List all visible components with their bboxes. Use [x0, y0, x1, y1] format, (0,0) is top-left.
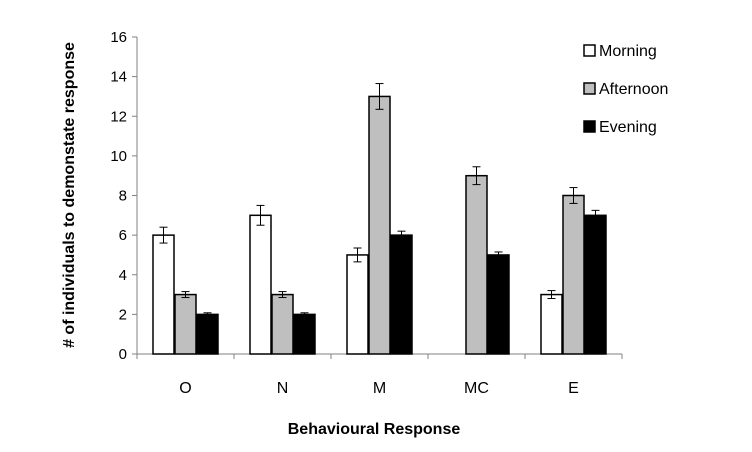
- labels: # of individuals to demonstate response …: [61, 29, 579, 438]
- bar-afternoon: [271, 293, 294, 355]
- bar-evening: [584, 214, 607, 355]
- bar-morning: [540, 293, 563, 355]
- legend-swatch-evening: [583, 120, 596, 133]
- bar-evening: [293, 313, 316, 355]
- bar-morning: [152, 234, 175, 355]
- bars: [152, 83, 607, 355]
- y-tick-label: 16: [110, 29, 127, 46]
- bar-morning: [249, 214, 272, 355]
- bar-evening: [196, 313, 219, 355]
- x-category-label: N: [277, 380, 289, 397]
- y-tick-label: 8: [119, 188, 127, 205]
- y-tick-label: 12: [110, 108, 127, 125]
- bar-afternoon: [368, 95, 391, 355]
- y-axis-title: # of individuals to demonstate response: [61, 42, 78, 348]
- x-category-label: M: [373, 380, 386, 397]
- y-tick-label: 2: [119, 306, 127, 323]
- legend-swatch-afternoon: [583, 82, 596, 95]
- legend: Morning Afternoon Evening: [583, 43, 668, 136]
- legend-label-afternoon: Afternoon: [599, 81, 668, 98]
- bar-morning: [346, 254, 369, 355]
- bar-afternoon: [562, 194, 585, 355]
- y-tick-label: 14: [110, 69, 127, 86]
- x-category-label: E: [568, 380, 579, 397]
- y-tick-label: 0: [119, 346, 127, 363]
- x-category-label: O: [179, 380, 191, 397]
- legend-label-evening: Evening: [599, 119, 657, 136]
- y-tick-label: 6: [119, 227, 127, 244]
- y-tick-label: 10: [110, 148, 127, 165]
- legend-swatch-morning: [583, 44, 596, 57]
- legend-label-morning: Morning: [599, 43, 657, 60]
- bar-evening: [487, 254, 510, 355]
- x-axis-title: Behavioural Response: [288, 421, 461, 438]
- y-tick-label: 4: [119, 267, 127, 284]
- x-category-label: MC: [464, 380, 489, 397]
- bar-afternoon: [174, 293, 197, 355]
- bar-afternoon: [465, 174, 488, 355]
- bar-evening: [390, 234, 413, 355]
